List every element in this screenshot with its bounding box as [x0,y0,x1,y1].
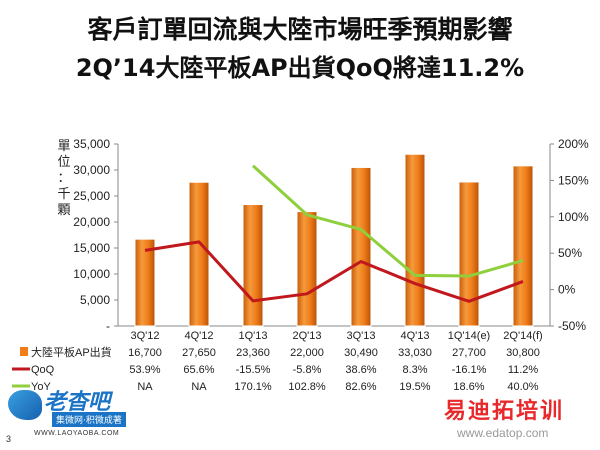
bar-1 [188,181,210,327]
bar-7 [512,165,534,327]
data-label-yoy-3: 102.8% [288,381,326,393]
category-label-7: 2Q'14(f) [503,330,542,342]
data-label-bar-6: 27,700 [452,347,486,359]
right-tick-label: -50% [558,319,586,333]
logo-url-text: WWW.LAOYAOBA.COM [34,430,120,437]
data-label-qoq-0: 53.9% [129,364,160,376]
data-label-qoq-5: 8.3% [402,364,427,376]
left-tick-label: - [106,319,110,333]
data-label-qoq-7: 11.2% [508,364,539,376]
logo-sub-text: 集微网·积微成著 [52,412,126,427]
data-label-qoq-3: -5.8% [293,364,322,376]
data-label-bar-4: 30,490 [344,347,378,359]
left-tick-label: 25,000 [73,189,110,203]
data-label-bar-2: 23,360 [236,347,270,359]
data-label-bar-5: 33,030 [398,347,432,359]
data-label-yoy-2: 170.1% [234,381,272,393]
logo-mark-icon [8,390,42,420]
right-tick-label: 150% [558,173,589,187]
data-label-bar-7: 30,800 [506,347,540,359]
data-label-yoy-6: 18.6% [453,381,484,393]
left-tick-label: 5,000 [80,293,110,307]
data-label-bar-0: 16,700 [128,347,162,359]
bar-5 [404,153,426,327]
category-label-2: 1Q'13 [238,330,267,342]
left-tick-label: 10,000 [73,267,110,281]
chart-title-line1: 客戶訂單回流與大陸市場旺季預期影響 [87,15,513,44]
legend-label-bar: 大陸平板AP出貨 [31,345,112,359]
left-tick-label: 35,000 [73,137,110,151]
data-label-qoq-2: -15.5% [236,364,271,376]
right-tick-label: 50% [558,246,582,260]
data-label-bar-1: 27,650 [182,347,216,359]
category-label-0: 3Q'12 [130,330,159,342]
data-label-qoq-6: -16.1% [452,364,487,376]
data-label-bar-3: 22,000 [290,347,324,359]
category-label-1: 4Q'12 [184,330,213,342]
bar-4 [350,166,372,327]
legend-label-qoq: QoQ [31,364,55,376]
data-label-yoy-1: NA [191,381,207,393]
right-tick-label: 100% [558,210,589,224]
data-label-yoy-7: 40.0% [507,381,538,393]
yoy-line [251,164,524,278]
page-number: 3 [6,434,12,444]
data-label-yoy-5: 19.5% [399,381,430,393]
bar-3 [296,211,318,327]
y-axis-label-char: ： [57,170,70,185]
watermark-url: www.edatop.com [457,426,549,440]
qoq-line [144,240,524,303]
category-label-5: 4Q'13 [400,330,429,342]
right-tick-label: 0% [558,283,576,297]
left-tick-label: 20,000 [73,215,110,229]
laoyaoba-logo: 老杳吧 集微网·积微成著 WWW.LAOYAOBA.COM [4,384,154,437]
legend-label-yoy: YoY [31,381,51,393]
watermark-text: 易迪拓培训 [444,399,565,424]
category-label-6: 1Q'14(e) [448,330,490,342]
category-label-4: 3Q'13 [346,330,375,342]
bar-6 [458,181,480,327]
data-label-yoy-4: 82.6% [345,381,376,393]
data-label-qoq-1: 65.6% [183,364,214,376]
chart-title-line2: 2Q’14大陸平板AP出貨QoQ將達11.2% [75,54,525,82]
data-label-qoq-4: 38.6% [345,364,376,376]
logo-main-text: 老杳吧 [44,390,111,415]
left-tick-label: 30,000 [73,163,110,177]
bar-0 [134,238,156,327]
y-axis-label-char: 單 [57,138,70,153]
data-label-yoy-0: NA [137,381,153,393]
category-label-3: 2Q'13 [292,330,321,342]
y-axis-label-char: 位 [57,154,70,169]
bar-2 [242,204,264,327]
legend-swatch-bar [20,347,28,356]
right-tick-label: 200% [558,137,589,151]
y-axis-label-char: 顆 [57,202,70,217]
left-tick-label: 15,000 [73,241,110,255]
y-axis-label-char: 千 [57,186,70,201]
